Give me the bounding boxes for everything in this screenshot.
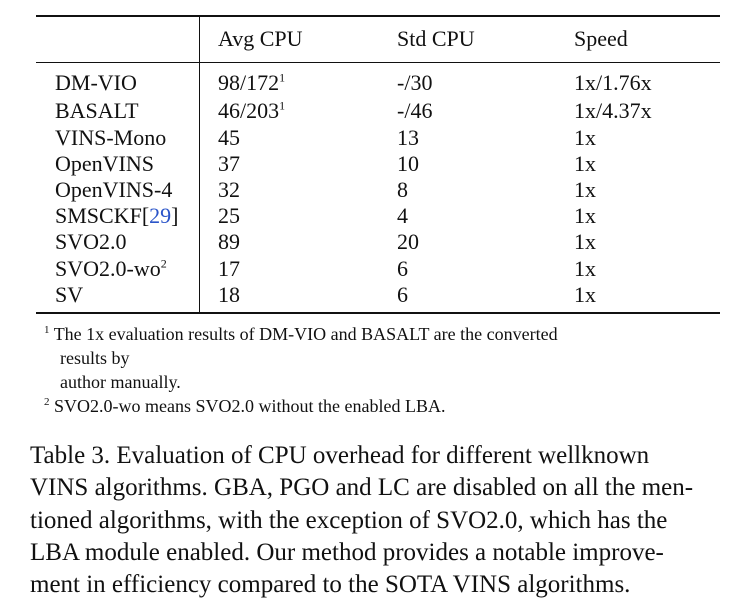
row-smsckf-avg: 25: [218, 203, 240, 228]
row-vins-mono-method: VINS-Mono: [55, 125, 167, 150]
row-basalt-method: BASALT: [55, 98, 139, 123]
row-smsckf-speed: 1x: [574, 203, 596, 228]
footnote-marker: 1: [279, 70, 286, 85]
caption-line-1: Table 3. Evaluation of CPU overhead for …: [30, 442, 650, 469]
row-svo2-wo-avg: 17: [218, 256, 240, 281]
row-basalt-speed: 1x/4.37x: [574, 98, 652, 123]
row-svo2-method: SVO2.0: [55, 229, 127, 254]
row-dm-vio-speed: 1x/1.76x: [574, 70, 652, 95]
row-vins-mono-avg: 45: [218, 125, 240, 150]
caption-line-5: ment in efficiency compared to the SOTA …: [30, 571, 631, 598]
row-openvins-4-std: 8: [397, 177, 408, 202]
row-openvins-std: 10: [397, 151, 419, 176]
row-smsckf-std: 4: [397, 203, 408, 228]
table-bottom-rule: [36, 312, 720, 314]
row-svo2-std: 20: [397, 229, 419, 254]
row-openvins-method: OpenVINS: [55, 151, 154, 176]
row-openvins-4-speed: 1x: [574, 177, 596, 202]
row-sv-avg: 18: [218, 282, 240, 307]
caption-line-3: tioned algorithms, with the exception of…: [30, 507, 668, 534]
row-openvins-speed: 1x: [574, 151, 596, 176]
row-openvins-4-method: OpenVINS-4: [55, 177, 173, 202]
row-vins-mono-std: 13: [397, 125, 419, 150]
row-sv-speed: 1x: [574, 282, 596, 307]
row-svo2-wo-speed: 1x: [574, 256, 596, 281]
table-top-rule: [36, 15, 720, 17]
header-speed: Speed: [574, 26, 628, 51]
citation-link[interactable]: 29: [149, 203, 172, 228]
table-column-divider-header: [199, 17, 200, 62]
header-avg-cpu: Avg CPU: [218, 26, 303, 51]
row-svo2-wo-method: SVO2.0-wo2: [55, 256, 167, 281]
row-svo2-wo-std: 6: [397, 256, 408, 281]
row-vins-mono-speed: 1x: [574, 125, 596, 150]
footnote-1-line-2: results by: [60, 348, 130, 368]
footnote-1-line-1: 1 The 1x evaluation results of DM-VIO an…: [44, 324, 558, 344]
row-openvins-4-avg: 32: [218, 177, 240, 202]
row-dm-vio-avg: 98/1721: [218, 70, 286, 95]
header-std-cpu: Std CPU: [397, 26, 475, 51]
footnote-marker: 1: [279, 98, 286, 113]
row-dm-vio-std: -/30: [397, 70, 433, 95]
row-sv-std: 6: [397, 282, 408, 307]
table-header-rule: [36, 62, 720, 63]
row-sv-method: SV: [55, 282, 84, 307]
footnote-2: 2 SVO2.0-wo means SVO2.0 without the ena…: [44, 396, 446, 416]
row-svo2-avg: 89: [218, 229, 240, 254]
table-column-divider-body: [199, 63, 200, 312]
row-svo2-speed: 1x: [574, 229, 596, 254]
row-openvins-avg: 37: [218, 151, 240, 176]
row-smsckf-method: SMSCKF[29]: [55, 203, 179, 228]
row-basalt-std: -/46: [397, 98, 433, 123]
caption-line-2: VINS algorithms. GBA, PGO and LC are dis…: [30, 474, 694, 501]
footnote-marker: 2: [160, 256, 167, 271]
footnote-1-line-3: author manually.: [60, 372, 181, 392]
row-basalt-avg: 46/2031: [218, 98, 286, 123]
caption-line-4: LBA module enabled. Our method provides …: [30, 539, 664, 566]
row-dm-vio-method: DM-VIO: [55, 70, 137, 95]
